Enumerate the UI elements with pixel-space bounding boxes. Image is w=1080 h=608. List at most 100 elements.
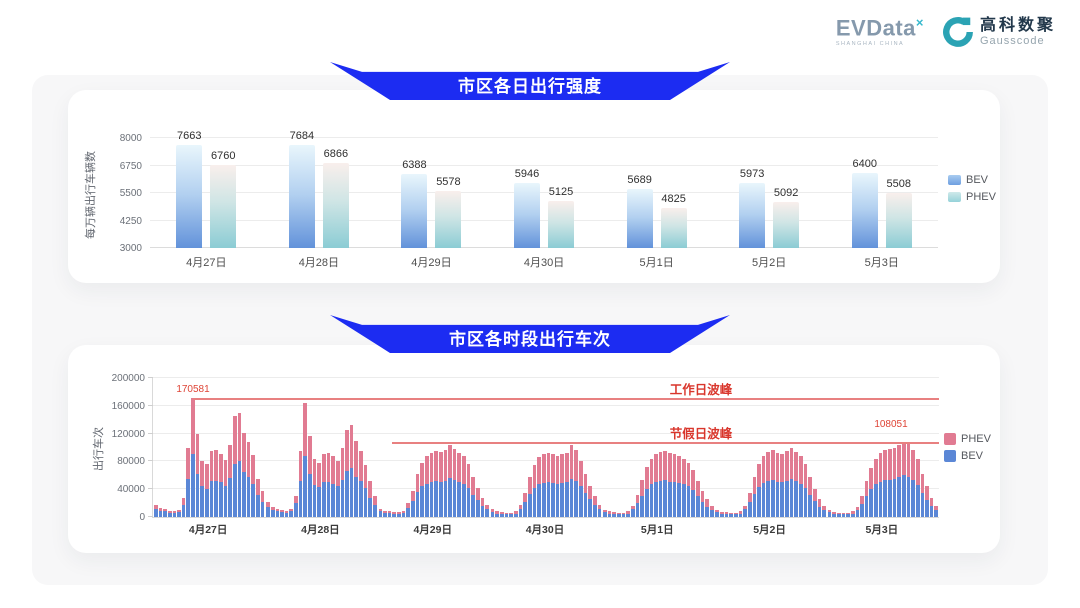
bev-segment xyxy=(733,514,738,517)
hour-stack xyxy=(560,378,565,517)
hour-stack xyxy=(280,378,284,517)
chart2-plot: 工作日波峰 170581 节假日波峰 108051 0 40000 80000 120… xyxy=(112,373,939,523)
bev-segment xyxy=(321,482,326,517)
phev-segment xyxy=(518,504,523,509)
hour-stack xyxy=(471,378,476,517)
chart1-title-banner: 市区各日出行强度 xyxy=(330,62,730,100)
bev-segment xyxy=(621,514,626,517)
chart2-card: 出行车次 工作日波峰 170581 节假日波峰 108051 0 40000 800… xyxy=(68,345,1000,553)
chart2-legend: PHEV BEV xyxy=(944,433,991,462)
phev-segment xyxy=(167,510,172,513)
phev-legend-label: PHEV xyxy=(961,433,991,445)
bev-segment xyxy=(682,484,686,517)
chart1-legend-item-phev[interactable]: PHEV xyxy=(948,191,996,203)
hour-stack xyxy=(888,378,892,517)
hour-stack xyxy=(635,378,640,517)
phev-segment xyxy=(677,455,682,483)
chart2-legend-item-bev[interactable]: BEV xyxy=(944,450,991,462)
bev-segment xyxy=(335,486,340,517)
day-group xyxy=(602,378,714,517)
gausscode-g-icon xyxy=(943,17,973,47)
bev-segment xyxy=(383,512,387,517)
bev-segment xyxy=(205,488,209,517)
bev-segment xyxy=(906,476,911,517)
phev-segment xyxy=(523,492,527,503)
holiday-peak-annotation: 节假日波峰 xyxy=(669,427,733,441)
chart2-x-axis: 4月27日 4月28日 4月29日 4月30日 5月1日 5月2日 5月3日 xyxy=(152,522,938,537)
phev-segment xyxy=(237,412,242,462)
hour-stack xyxy=(841,378,846,517)
phev-segment xyxy=(200,460,205,486)
bev-segment xyxy=(480,505,485,517)
phev-segment xyxy=(495,511,500,514)
phev-segment xyxy=(691,469,695,490)
chart1-legend-item-bev[interactable]: BEV xyxy=(948,174,996,186)
hour-stack xyxy=(177,378,181,517)
phev-segment xyxy=(915,458,920,485)
phev-segment xyxy=(720,512,724,514)
chart2-legend-item-phev[interactable]: PHEV xyxy=(944,433,991,445)
phev-segment xyxy=(621,512,626,515)
bev-segment xyxy=(495,513,500,517)
phev-value-label: 5578 xyxy=(436,176,461,189)
x-tick-label: 5月1日 xyxy=(640,524,674,536)
bev-segment xyxy=(897,477,901,517)
bev-segment xyxy=(541,482,546,517)
phev-segment xyxy=(181,497,186,505)
hour-stack xyxy=(195,378,200,517)
phev-segment xyxy=(588,485,592,499)
bev-segment xyxy=(911,480,915,517)
bev-segment xyxy=(466,487,471,517)
gausscode-logo: 高科数聚 Gausscode xyxy=(942,16,1056,48)
bev-segment xyxy=(757,487,761,517)
bev-segment xyxy=(476,500,480,517)
bev-segment xyxy=(808,494,812,517)
bev-value-label: 7663 xyxy=(177,130,202,143)
hour-stack xyxy=(555,378,560,517)
hour-stack xyxy=(934,378,939,517)
phev-segment xyxy=(275,508,280,512)
bev-segment xyxy=(363,487,368,517)
hour-stack xyxy=(294,378,298,517)
bev-segment xyxy=(186,478,191,517)
bev-segment xyxy=(668,481,672,517)
phev-segment xyxy=(260,491,265,502)
day-group: 7663 6760 xyxy=(150,130,263,248)
bev-segment xyxy=(846,514,850,517)
phev-segment xyxy=(228,445,232,479)
hour-stack xyxy=(504,378,509,517)
hour-stack xyxy=(378,378,383,517)
bev-segment xyxy=(504,514,509,517)
bev-segment xyxy=(154,508,158,517)
bev-segment xyxy=(500,513,504,517)
hour-stack xyxy=(172,378,177,517)
phev-segment xyxy=(242,432,246,472)
phev-segment xyxy=(504,512,509,515)
bev-segment xyxy=(771,480,775,517)
phev-segment xyxy=(485,504,489,510)
bev-segment xyxy=(490,512,495,517)
phev-segment xyxy=(738,511,743,514)
bev-segment xyxy=(509,514,514,517)
bev-segment xyxy=(256,494,260,517)
hour-stack xyxy=(663,378,668,517)
bev-segment xyxy=(514,513,518,517)
y-tick-label: 8000 xyxy=(119,133,142,144)
phev-segment xyxy=(700,490,705,502)
phev-segment xyxy=(317,462,321,488)
phev-segment xyxy=(888,448,892,480)
phev-segment xyxy=(649,458,654,485)
bev-bar xyxy=(288,145,315,248)
hour-stack xyxy=(397,378,401,517)
bev-segment xyxy=(378,511,383,517)
hour-stack xyxy=(228,378,232,517)
phev-segment xyxy=(424,455,429,484)
hour-stack xyxy=(925,378,929,517)
hour-stack xyxy=(490,378,495,517)
hour-stack xyxy=(429,378,434,517)
phev-segment xyxy=(747,493,752,503)
phev-segment xyxy=(532,464,537,488)
hour-stack xyxy=(260,378,265,517)
bev-segment xyxy=(583,492,588,517)
phev-segment xyxy=(163,509,167,512)
